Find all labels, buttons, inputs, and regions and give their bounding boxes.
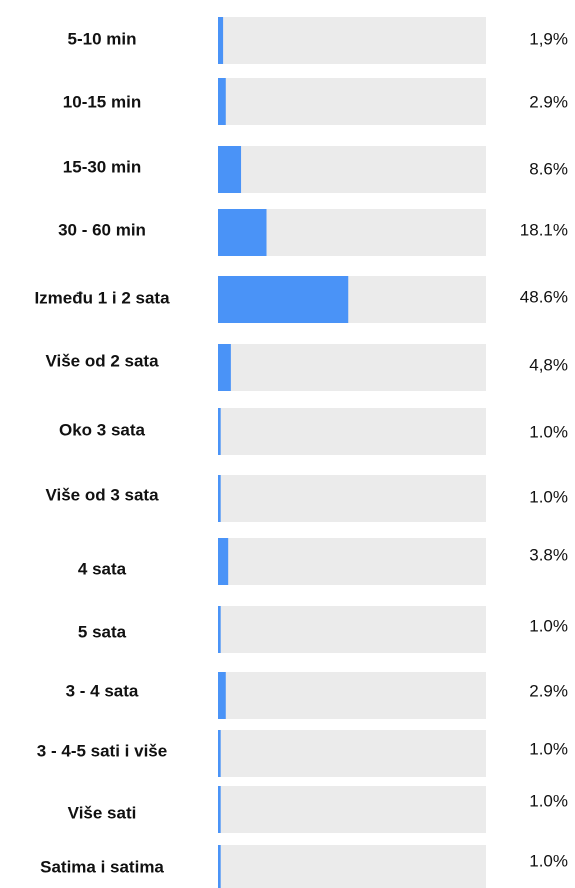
bar-track bbox=[218, 344, 486, 391]
bar-track bbox=[218, 78, 486, 125]
bar bbox=[218, 17, 224, 64]
value-label: 1.0% bbox=[529, 487, 568, 506]
bar-track bbox=[218, 730, 486, 777]
bar bbox=[218, 475, 221, 522]
category-label: Satima i satima bbox=[40, 857, 164, 876]
category-label: 5-10 min bbox=[68, 29, 137, 48]
value-label: 4,8% bbox=[529, 355, 568, 374]
category-label: Oko 3 sata bbox=[59, 420, 146, 439]
category-label: Između 1 i 2 sata bbox=[34, 288, 170, 307]
bar bbox=[218, 672, 226, 719]
bar-track bbox=[218, 538, 486, 585]
value-label: 1,9% bbox=[529, 29, 568, 48]
category-label: 5 sata bbox=[78, 622, 127, 641]
value-label: 18.1% bbox=[520, 220, 568, 239]
bar-track bbox=[218, 146, 486, 193]
bar bbox=[218, 276, 349, 323]
bar-track bbox=[218, 475, 486, 522]
value-label: 3.8% bbox=[529, 545, 568, 564]
bar bbox=[218, 538, 229, 585]
bar-track bbox=[218, 786, 486, 833]
bar bbox=[218, 606, 221, 653]
bar bbox=[218, 78, 226, 125]
category-label: 3 - 4 sata bbox=[66, 681, 139, 700]
category-label: 10-15 min bbox=[63, 92, 141, 111]
bar bbox=[218, 730, 221, 777]
bar-track bbox=[218, 845, 486, 888]
value-label: 2.9% bbox=[529, 92, 568, 111]
value-label: 1.0% bbox=[529, 791, 568, 810]
category-label: 15-30 min bbox=[63, 157, 141, 176]
category-label: Više od 3 sata bbox=[45, 485, 159, 504]
bar-track bbox=[218, 17, 486, 64]
bar bbox=[218, 209, 267, 256]
bar bbox=[218, 146, 242, 193]
value-label: 2.9% bbox=[529, 681, 568, 700]
bar-track bbox=[218, 408, 486, 455]
category-label: Više od 2 sata bbox=[45, 351, 159, 370]
bar bbox=[218, 786, 221, 833]
category-label: 30 - 60 min bbox=[58, 220, 146, 239]
value-label: 8.6% bbox=[529, 159, 568, 178]
bar bbox=[218, 845, 221, 888]
bar-track bbox=[218, 672, 486, 719]
bar bbox=[218, 344, 231, 391]
value-label: 48.6% bbox=[520, 287, 568, 306]
value-label: 1.0% bbox=[529, 739, 568, 758]
bar-track bbox=[218, 606, 486, 653]
category-label: 4 sata bbox=[78, 559, 127, 578]
value-label: 1.0% bbox=[529, 851, 568, 870]
category-label: Više sati bbox=[68, 803, 137, 822]
value-label: 1.0% bbox=[529, 616, 568, 635]
bar bbox=[218, 408, 221, 455]
category-label: 3 - 4-5 sati i više bbox=[37, 741, 167, 760]
value-label: 1.0% bbox=[529, 422, 568, 441]
